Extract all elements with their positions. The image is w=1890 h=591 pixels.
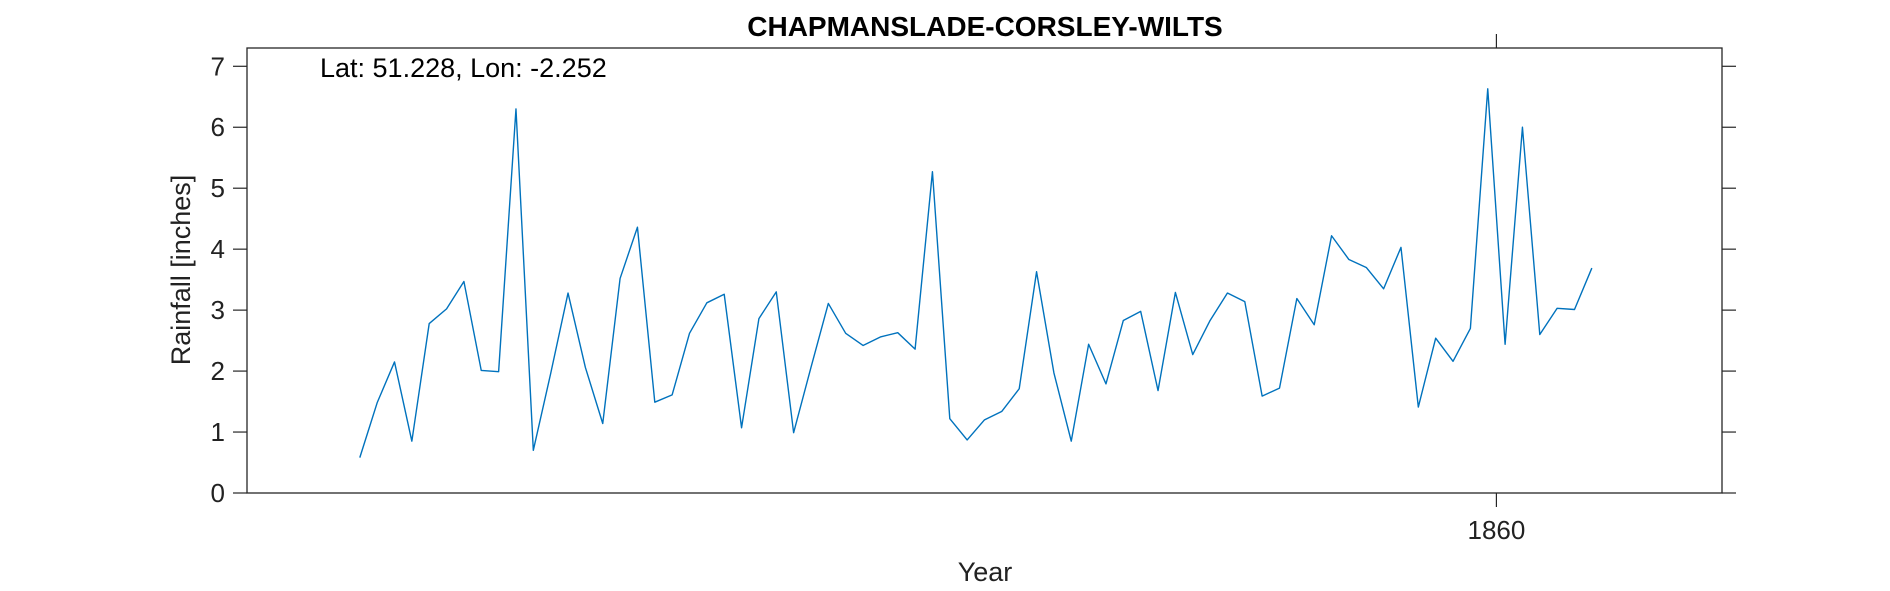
y-tick-label: 0 bbox=[211, 478, 225, 508]
rainfall-series-line bbox=[359, 88, 1593, 458]
y-tick-label: 2 bbox=[211, 356, 225, 386]
y-tick-label: 4 bbox=[211, 234, 225, 264]
location-annotation: Lat: 51.228, Lon: -2.252 bbox=[320, 53, 607, 83]
series-group bbox=[359, 88, 1593, 458]
chart-title: CHAPMANSLADE-CORSLEY-WILTS bbox=[747, 11, 1222, 42]
y-axis-ticks: 0 1 2 3 4 5 6 7 bbox=[211, 51, 1736, 508]
y-tick-label: 5 bbox=[211, 173, 225, 203]
y-axis-title: Rainfall [inches] bbox=[166, 175, 196, 366]
x-tick-label: 1860 bbox=[1467, 515, 1525, 545]
y-tick-label: 7 bbox=[211, 51, 225, 81]
x-axis-title: Year bbox=[958, 557, 1013, 587]
x-axis-ticks: 1860 bbox=[1467, 34, 1525, 545]
y-tick-label: 3 bbox=[211, 295, 225, 325]
plot-area-frame bbox=[246, 47, 1723, 494]
y-tick-label: 6 bbox=[211, 112, 225, 142]
y-tick-label: 1 bbox=[211, 417, 225, 447]
